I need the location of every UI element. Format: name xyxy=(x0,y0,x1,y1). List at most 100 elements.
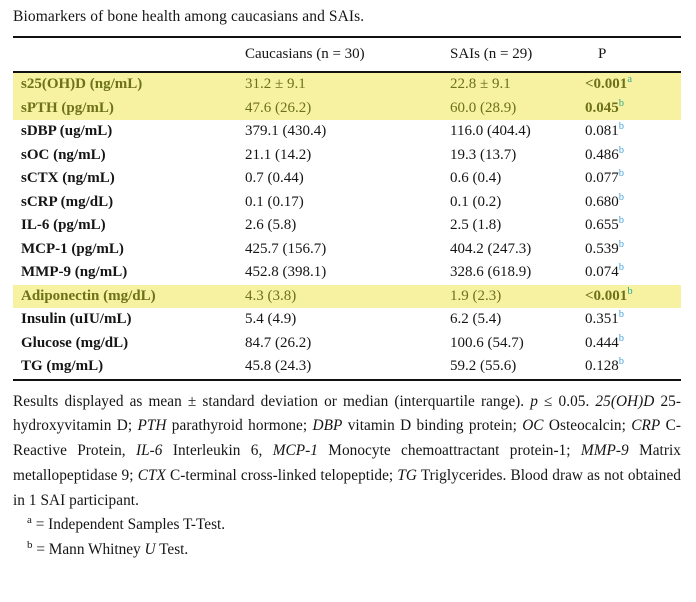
p-value: 0.680 xyxy=(585,193,619,210)
table-row: sCRP (mg/dL) 0.1 (0.17) 0.1 (0.2) 0.680b xyxy=(13,191,681,215)
table-row: Adiponectin (mg/dL) 4.3 (3.8) 1.9 (2.3) … xyxy=(13,284,681,308)
footnote-marker: b xyxy=(618,238,624,250)
biomarkers-table: Caucasians (n = 30) SAIs (n = 29) P s25(… xyxy=(13,36,681,381)
footnote-b-text: = Mann Whitney U Test. xyxy=(32,541,189,559)
p-value: 0.045 xyxy=(585,99,619,116)
p-value-cell: 0.045b xyxy=(585,96,681,120)
row-label: sOC (ng/mL) xyxy=(21,146,106,163)
row-label: sCRP (mg/dL) xyxy=(21,193,114,210)
p-value: 0.351 xyxy=(585,311,619,328)
caucasians-value: 425.7 (156.7) xyxy=(245,240,327,257)
p-value-cell: 0.680b xyxy=(585,191,681,215)
table-row: s25(OH)D (ng/mL) 31.2 ± 9.1 22.8 ± 9.1 <… xyxy=(13,72,681,97)
sais-value: 0.1 (0.2) xyxy=(450,193,502,210)
p-value: 0.444 xyxy=(585,334,619,351)
sais-value: 404.2 (247.3) xyxy=(450,240,532,257)
table-header: Caucasians (n = 30) SAIs (n = 29) P xyxy=(13,37,681,73)
header-caucasians: Caucasians (n = 30) xyxy=(245,37,450,73)
sais-value: 1.9 (2.3) xyxy=(450,284,585,308)
p-value-cell: <0.001b xyxy=(585,284,681,308)
p-value-cell: 0.486b xyxy=(585,144,681,168)
footnote-marker: b xyxy=(618,332,624,344)
p-value: 0.077 xyxy=(585,170,619,187)
footnote-b: b = Mann Whitney U Test. xyxy=(13,538,681,563)
table-row: sDBP (ug/mL) 379.1 (430.4) 116.0 (404.4)… xyxy=(13,120,681,144)
p-value: 0.539 xyxy=(585,240,619,257)
caucasians-value: 21.1 (14.2) xyxy=(245,146,312,163)
sais-value: 100.6 (54.7) xyxy=(450,334,524,351)
table-body: s25(OH)D (ng/mL) 31.2 ± 9.1 22.8 ± 9.1 <… xyxy=(13,72,681,380)
caucasians-value: 47.6 (26.2) xyxy=(245,96,450,120)
footnote-marker: b xyxy=(618,97,624,109)
sais-value: 59.2 (55.6) xyxy=(450,358,517,375)
table-footnote-general: Results displayed as mean ± standard dev… xyxy=(13,392,682,509)
caucasians-value: 379.1 (430.4) xyxy=(245,123,327,140)
sais-value: 2.5 (1.8) xyxy=(450,217,502,234)
caucasians-value: 0.7 (0.44) xyxy=(245,170,304,187)
paper-table-figure: Biomarkers of bone health among caucasia… xyxy=(13,8,682,563)
table-row: TG (mg/mL) 45.8 (24.3) 59.2 (55.6) 0.128… xyxy=(13,355,681,380)
footnote-marker: b xyxy=(618,356,624,368)
footnote-marker: b xyxy=(627,285,633,297)
p-value: 0.074 xyxy=(585,264,619,281)
p-value: 0.081 xyxy=(585,123,619,140)
row-label: TG (mg/mL) xyxy=(21,358,104,375)
row-label: IL-6 (pg/mL) xyxy=(21,217,106,234)
table-row: IL-6 (pg/mL) 2.6 (5.8) 2.5 (1.8) 0.655b xyxy=(13,214,681,238)
caucasians-value: 31.2 ± 9.1 xyxy=(245,72,450,97)
caucasians-value: 84.7 (26.2) xyxy=(245,334,312,351)
footnote-marker: b xyxy=(618,309,624,321)
table-row: sPTH (pg/mL) 47.6 (26.2) 60.0 (28.9) 0.0… xyxy=(13,96,681,120)
p-value: 0.655 xyxy=(585,217,619,234)
p-value-cell: 0.655b xyxy=(585,214,681,238)
sais-value: 22.8 ± 9.1 xyxy=(450,72,585,97)
table-row: sOC (ng/mL) 21.1 (14.2) 19.3 (13.7) 0.48… xyxy=(13,144,681,168)
sais-value: 6.2 (5.4) xyxy=(450,311,502,328)
footnote-marker: b xyxy=(618,262,624,274)
sais-value: 0.6 (0.4) xyxy=(450,170,502,187)
caucasians-value: 4.3 (3.8) xyxy=(245,284,450,308)
row-label: sCTX (ng/mL) xyxy=(21,170,115,187)
footnote-marker: a xyxy=(627,74,632,86)
caucasians-value: 45.8 (24.3) xyxy=(245,358,312,375)
p-value-cell: 0.444b xyxy=(585,332,681,356)
header-sais: SAIs (n = 29) xyxy=(450,37,585,73)
row-label: sPTH (pg/mL) xyxy=(13,96,245,120)
footnote-a: a = Independent Samples T-Test. xyxy=(13,513,681,538)
row-label: Insulin (uIU/mL) xyxy=(21,311,132,328)
p-value-cell: 0.074b xyxy=(585,261,681,285)
table-row: MMP-9 (ng/mL) 452.8 (398.1) 328.6 (618.9… xyxy=(13,261,681,285)
sais-value: 328.6 (618.9) xyxy=(450,264,532,281)
caucasians-value: 5.4 (4.9) xyxy=(245,311,297,328)
row-label: Glucose (mg/dL) xyxy=(21,334,129,351)
p-value-cell: 0.077b xyxy=(585,167,681,191)
p-value: 0.128 xyxy=(585,358,619,375)
p-value: <0.001 xyxy=(585,287,628,304)
caucasians-value: 452.8 (398.1) xyxy=(245,264,327,281)
footnote-marker: b xyxy=(618,168,624,180)
p-value-cell: <0.001a xyxy=(585,72,681,97)
p-value: <0.001 xyxy=(585,76,628,93)
footnote-a-marker: a xyxy=(27,514,32,527)
footnote-marker: b xyxy=(618,121,624,133)
sais-value: 60.0 (28.9) xyxy=(450,96,585,120)
caucasians-value: 0.1 (0.17) xyxy=(245,193,304,210)
p-value-cell: 0.351b xyxy=(585,308,681,332)
row-label: sDBP (ug/mL) xyxy=(21,123,113,140)
table-caption: Biomarkers of bone health among caucasia… xyxy=(13,8,365,25)
table-row: sCTX (ng/mL) 0.7 (0.44) 0.6 (0.4) 0.077b xyxy=(13,167,681,191)
footnote-a-text: = Independent Samples T-Test. xyxy=(31,516,226,534)
header-p: P xyxy=(585,37,681,73)
row-label: Adiponectin (mg/dL) xyxy=(13,284,245,308)
table-row: Glucose (mg/dL) 84.7 (26.2) 100.6 (54.7)… xyxy=(13,332,681,356)
footnote-marker: b xyxy=(618,215,624,227)
sais-value: 116.0 (404.4) xyxy=(450,123,531,140)
p-value: 0.486 xyxy=(585,146,619,163)
footnote-marker: b xyxy=(618,191,624,203)
header-empty xyxy=(13,37,245,73)
row-label: MMP-9 (ng/mL) xyxy=(21,264,128,281)
row-label: MCP-1 (pg/mL) xyxy=(21,240,124,257)
footnote-b-marker: b xyxy=(27,539,33,552)
row-label: s25(OH)D (ng/mL) xyxy=(13,72,245,97)
header-row: Caucasians (n = 30) SAIs (n = 29) P xyxy=(13,37,681,73)
